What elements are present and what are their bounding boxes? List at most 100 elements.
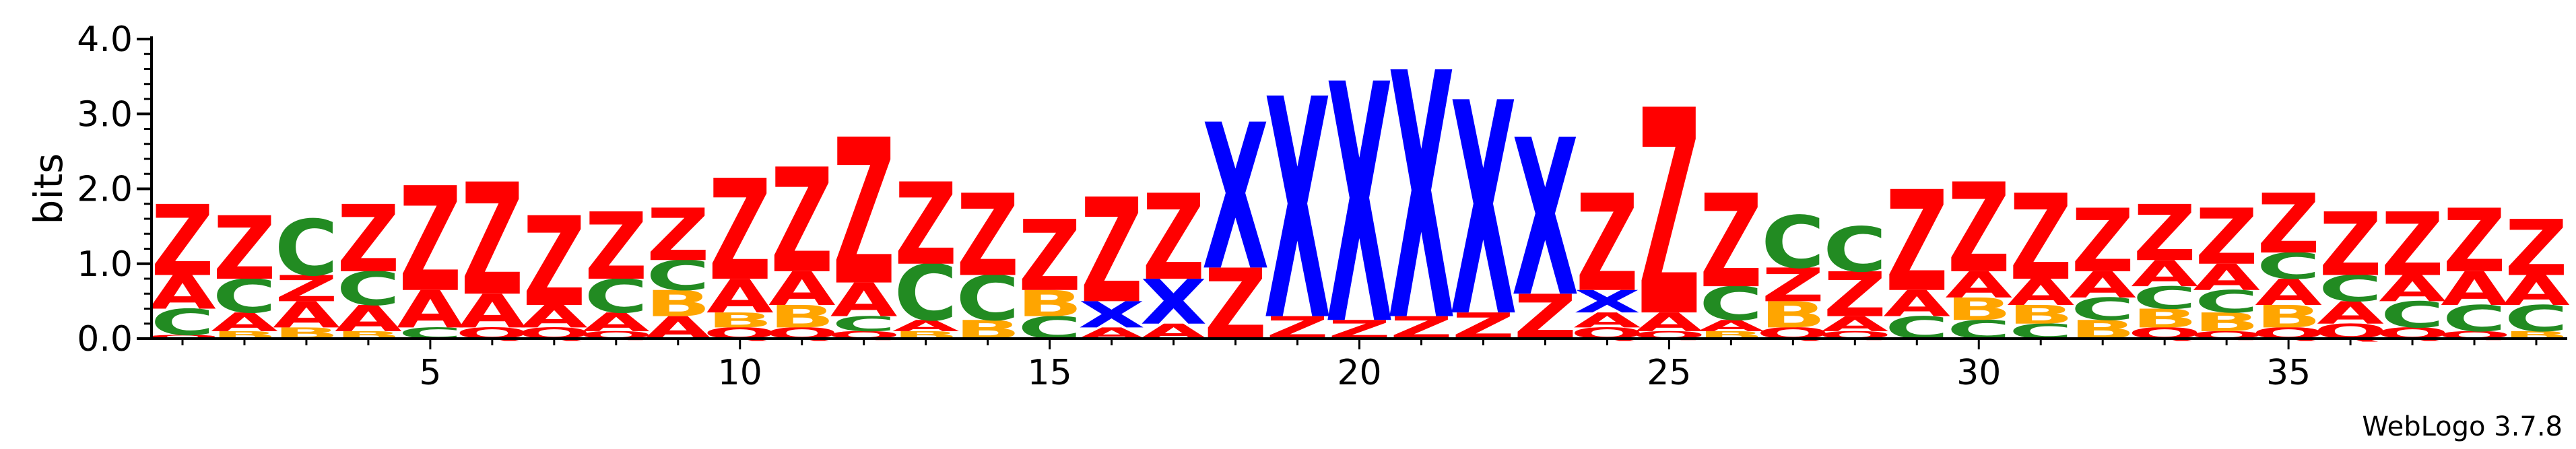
logo-letter-a: A — [2131, 253, 2198, 295]
logo-letter-z: Z — [1948, 158, 2010, 301]
logo-letter-x: X — [1078, 295, 1145, 337]
logo-letter-c: C — [275, 203, 338, 293]
logo-letter-a: A — [397, 280, 464, 340]
logo-letter-a: A — [892, 317, 960, 335]
logo-letter-z: Z — [2133, 188, 2195, 278]
logo-letter-z: Z — [894, 160, 957, 291]
logo-letter-c: C — [2195, 283, 2258, 319]
y-tick-label: 3.0 — [77, 94, 133, 135]
logo-letter-z: Z — [832, 97, 895, 330]
logo-letter-b: B — [1017, 283, 1083, 325]
logo-letter-c: C — [2443, 298, 2507, 340]
logo-letter-z: Z — [461, 151, 523, 330]
logo-letter-c: C — [1699, 277, 1762, 331]
logo-letter-a: A — [706, 270, 774, 324]
logo-letter-z: Z — [213, 199, 275, 300]
logo-letter-b: B — [769, 299, 835, 335]
logo-letter-z: Z — [337, 186, 399, 293]
logo-letter-c: C — [956, 263, 1019, 335]
logo-letter-a: A — [1574, 308, 1641, 333]
logo-letter-a: A — [521, 299, 588, 335]
x-tick-label: 20 — [1337, 353, 1381, 393]
logo-letter-z: Z — [1886, 162, 1948, 323]
logo-letter-a: A — [583, 308, 650, 337]
logo-letter-c: C — [1761, 201, 1824, 285]
logo-letter-x: X — [1574, 283, 1641, 319]
y-tick-label: 2.0 — [77, 170, 133, 210]
logo-letter-a: A — [2069, 265, 2136, 306]
x-tick-label: 15 — [1028, 353, 1072, 393]
logo-letter-c: C — [647, 252, 710, 300]
logo-letter-a: A — [1883, 283, 1950, 325]
logo-letter-c: C — [894, 248, 957, 338]
logo-letter-a: A — [1945, 265, 2012, 306]
logo-letter-z: Z — [1080, 168, 1143, 335]
y-axis-label: bits — [26, 153, 71, 225]
logo-letter-a: A — [2379, 269, 2446, 310]
logo-letter-c: C — [337, 263, 400, 316]
y-tick-label: 0.0 — [77, 319, 133, 359]
x-tick-label: 30 — [1956, 353, 2001, 393]
logo-letter-c: C — [1823, 215, 1886, 286]
logo-letter-c: C — [2133, 280, 2196, 316]
logo-letter-a: A — [149, 266, 216, 320]
logo-letter-z: Z — [1142, 170, 1205, 307]
logo-letter-a: A — [2255, 272, 2322, 314]
logo-letter-c: C — [151, 302, 215, 344]
logo-letter-z: Z — [1576, 167, 1639, 322]
x-tick-label: 10 — [718, 353, 762, 393]
logo-letter-z: Z — [708, 151, 771, 312]
logo-letter-a: A — [1636, 308, 1703, 337]
logo-letter-z: Z — [2072, 191, 2134, 292]
x-tick-label: 25 — [1647, 353, 1691, 393]
logo-letter-z: Z — [1700, 168, 1762, 316]
logo-letter-z: Z — [523, 191, 585, 335]
logo-letter-x: X — [1140, 267, 1207, 338]
logo-letter-z: Z — [2381, 195, 2443, 296]
logo-letter-c: C — [213, 270, 276, 324]
logo-letter-x: X — [1512, 94, 1579, 345]
logo-letter-c: C — [2071, 291, 2134, 327]
logo-letter-z: Z — [2443, 191, 2505, 292]
logo-letter-z: Z — [647, 193, 709, 277]
logo-letter-z: Z — [585, 194, 647, 301]
y-tick-label: 1.0 — [77, 244, 133, 285]
logo-letter-c: C — [2381, 295, 2445, 337]
logo-letter-x: X — [1388, 1, 1455, 396]
x-tick-label: 5 — [419, 353, 441, 393]
logo-letter-z: Z — [770, 137, 833, 305]
logo-letter-a: A — [2503, 267, 2570, 315]
logo-letter-b: B — [2132, 304, 2198, 333]
logo-letter-a: A — [768, 263, 836, 316]
logo-letter-x: X — [1326, 16, 1393, 398]
logo-letter-z: Z — [399, 156, 461, 324]
logo-letter-b: B — [1760, 295, 1826, 337]
logo-letter-b: B — [645, 283, 711, 325]
logo-letter-a: A — [2193, 257, 2260, 299]
logo-letter-x: X — [1264, 35, 1331, 387]
logo-letter-a: A — [335, 298, 402, 340]
y-tick-label: 4.0 — [77, 20, 133, 60]
logo-letter-z: Z — [1638, 51, 1700, 380]
logo-letter-z: Z — [2195, 193, 2257, 282]
logo-letter-z: Z — [275, 269, 337, 310]
logo-letter-z: Z — [2319, 195, 2381, 296]
logo-letter-a: A — [1821, 312, 1888, 337]
logo-letter-b: B — [2008, 300, 2074, 330]
logo-letter-z: Z — [1762, 258, 1824, 312]
logo-letter-z: Z — [1018, 201, 1081, 314]
logo-letter-c: C — [2505, 298, 2569, 340]
logo-letter-a: A — [2317, 295, 2384, 331]
logo-letter-a: A — [2007, 272, 2074, 314]
logo-letter-q: Q — [145, 334, 219, 340]
logo-letter-x: X — [1450, 41, 1517, 382]
x-tick-label: 35 — [2266, 353, 2311, 393]
logo-letter-b: B — [2193, 308, 2259, 337]
logo-letter-a: A — [830, 273, 898, 327]
logo-letter-z: Z — [2505, 203, 2567, 293]
logo-letter-c: C — [832, 312, 895, 337]
logo-letter-a: A — [459, 285, 526, 339]
logo-letter-c: C — [2319, 269, 2383, 310]
logo-letter-c: C — [585, 270, 648, 324]
